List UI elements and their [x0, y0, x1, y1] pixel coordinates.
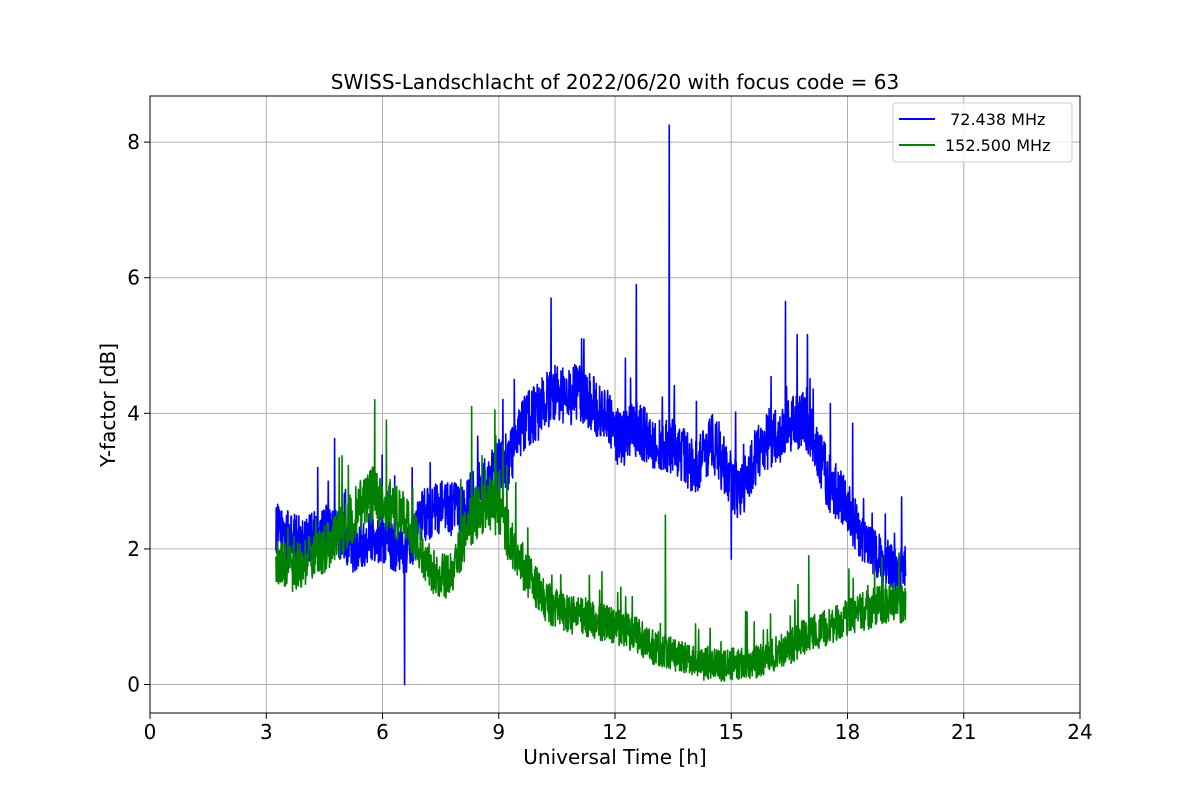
legend-label-series-1: 72.438 MHz: [945, 110, 1045, 129]
series-layer: [275, 124, 907, 686]
x-tick-label: 15: [719, 720, 744, 744]
chart-title: SWISS-Landschlacht of 2022/06/20 with fo…: [331, 70, 899, 94]
y-tick-label: 6: [127, 266, 140, 290]
x-tick-label: 21: [951, 720, 976, 744]
x-tick-label: 12: [602, 720, 627, 744]
y-axis-label: Y-factor [dB]: [96, 343, 120, 468]
x-tick-label: 3: [260, 720, 273, 744]
x-tick-label: 18: [835, 720, 860, 744]
series-line-1: [275, 124, 907, 686]
y-tick-label: 0: [127, 673, 140, 697]
series-line-2: [275, 398, 907, 682]
x-tick-label: 24: [1067, 720, 1092, 744]
x-axis: 0 3 6 9 12 15 18 21 24: [144, 713, 1093, 744]
y-tick-label: 2: [127, 537, 140, 561]
legend: 72.438 MHz 152.500 MHz: [892, 102, 1073, 163]
legend-label-series-2: 152.500 MHz: [945, 136, 1050, 155]
y-tick-label: 8: [127, 130, 140, 154]
x-tick-label: 0: [144, 720, 157, 744]
x-tick-label: 6: [376, 720, 389, 744]
legend-box: [892, 102, 1073, 163]
x-tick-label: 9: [492, 720, 505, 744]
x-axis-label: Universal Time [h]: [523, 745, 706, 769]
y-tick-label: 4: [127, 401, 140, 425]
y-axis: 0 2 4 6 8: [127, 130, 150, 697]
